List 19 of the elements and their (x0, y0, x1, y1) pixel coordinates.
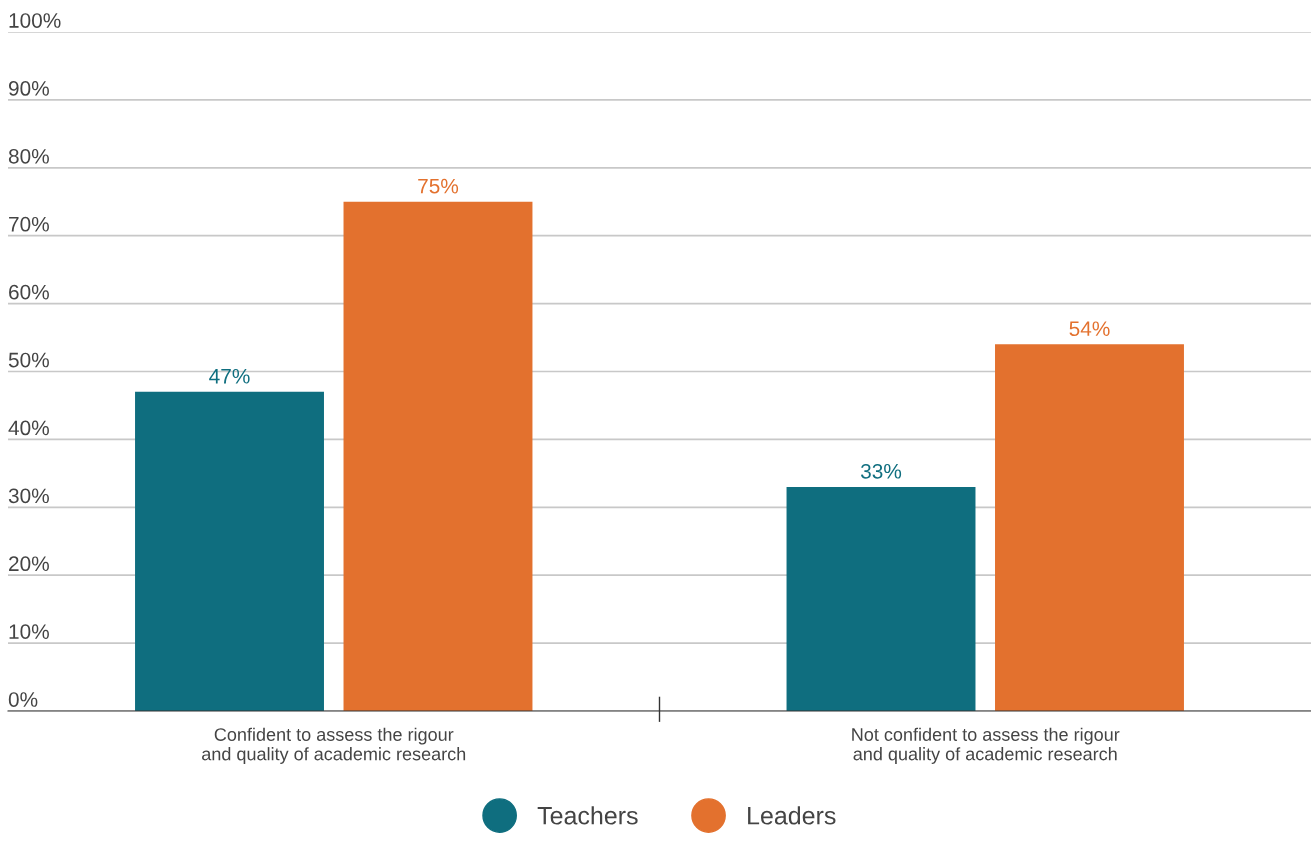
y-tick-label: 30% (8, 488, 49, 504)
y-tick-label: 50% (8, 352, 49, 368)
legend-label: Leaders (748, 806, 836, 825)
data-label: 54% (1069, 321, 1110, 337)
y-tick-label: 60% (9, 284, 49, 300)
y-tick-label: 20% (9, 556, 49, 572)
y-tick-label: 70% (9, 216, 49, 232)
y-tick-label: 0% (8, 692, 38, 707)
y-tick-label: 90% (8, 81, 49, 96)
y-tick-label: 10% (9, 624, 49, 639)
y-tick-label: 80% (8, 148, 49, 164)
data-label: 75% (418, 178, 459, 194)
y-tick-label: 100% (9, 13, 61, 28)
data-label: 33% (860, 463, 902, 479)
x-tick-label: Not confident to assess the rigour and quality of academic research (852, 727, 1120, 764)
legend-label: Teachers (537, 806, 638, 825)
y-tick-label: 40% (8, 420, 49, 436)
data-label: 47% (209, 368, 250, 384)
x-tick-label: Confident to assess the rigour and quality of academic research (202, 727, 466, 764)
